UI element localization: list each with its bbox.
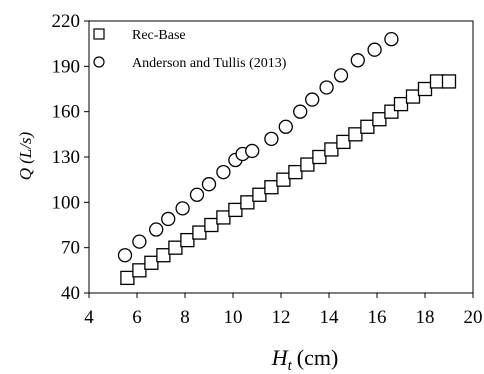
y-tick-label: 100 xyxy=(52,192,81,213)
data-point-circle xyxy=(216,164,231,180)
data-point-circle xyxy=(132,234,147,249)
x-axis: 4 6 8 10 12 14 16 18 20 xyxy=(84,293,483,328)
data-point-square xyxy=(120,270,135,286)
x-axis-title-subscript: t xyxy=(288,358,293,374)
data-point-square xyxy=(240,195,255,210)
y-axis-title-unit: (L/s) xyxy=(16,131,35,163)
y-axis-title-symbol: Q xyxy=(16,168,35,180)
data-point-square xyxy=(144,255,159,270)
data-point-circle xyxy=(293,104,308,119)
legend-label: Rec-Base xyxy=(132,28,186,43)
x-tick-label: 8 xyxy=(180,307,190,328)
data-point-square xyxy=(192,225,207,240)
data-point-circle xyxy=(161,211,176,227)
x-axis-title-symbol: H xyxy=(271,345,289,370)
data-point-square xyxy=(168,240,183,255)
y-tick-label: 40 xyxy=(61,283,80,304)
legend-marker-circle xyxy=(93,56,105,68)
data-point-circle xyxy=(319,80,334,95)
x-tick-label: 4 xyxy=(84,307,94,328)
x-tick-label: 6 xyxy=(132,307,142,328)
series-layer xyxy=(117,31,457,286)
legend-label: Anderson and Tullis (2013) xyxy=(132,56,287,71)
y-tick-label: 160 xyxy=(52,102,81,123)
series-2 xyxy=(117,31,399,263)
data-point-circle xyxy=(367,42,382,57)
data-point-square xyxy=(156,248,171,263)
data-point-square xyxy=(348,127,363,142)
data-point-circle xyxy=(189,187,205,202)
data-point-square xyxy=(300,157,315,172)
data-point-square xyxy=(132,263,147,278)
data-point-square xyxy=(372,112,387,127)
data-point-square xyxy=(417,81,433,97)
y-tick-label: 190 xyxy=(52,56,81,77)
data-point-circle xyxy=(384,31,399,47)
y-axis-title: Q (L/s) xyxy=(16,131,35,180)
legend: Rec-Base Anderson and Tullis (2013) xyxy=(93,28,287,71)
data-point-square xyxy=(204,217,219,233)
data-point-circle xyxy=(245,143,260,159)
data-point-circle xyxy=(333,68,349,83)
x-tick-label: 14 xyxy=(320,307,340,328)
data-point-square xyxy=(252,187,267,202)
y-tick-label: 130 xyxy=(52,147,81,168)
data-point-square xyxy=(441,74,457,89)
y-tick-label: 70 xyxy=(61,238,80,259)
data-point-square xyxy=(264,180,279,195)
data-point-square xyxy=(336,134,351,150)
series-1 xyxy=(120,74,457,286)
x-tick-label: 18 xyxy=(416,307,435,328)
x-axis-title-unit: (cm) xyxy=(297,345,339,370)
data-point-circle xyxy=(278,119,293,134)
x-axis-title: Ht (cm) xyxy=(271,345,339,374)
y-tick-label: 220 xyxy=(52,11,81,32)
x-tick-label: 10 xyxy=(224,307,243,328)
data-point-circle xyxy=(175,201,190,216)
data-point-square xyxy=(360,119,375,134)
legend-marker-square xyxy=(93,28,105,40)
data-point-square xyxy=(276,172,291,187)
x-tick-label: 16 xyxy=(368,307,387,328)
data-point-square xyxy=(216,210,231,225)
data-point-square xyxy=(180,232,195,248)
data-point-circle xyxy=(350,53,365,68)
x-tick-label: 12 xyxy=(272,307,291,328)
x-tick-label: 20 xyxy=(464,307,483,328)
data-point-square xyxy=(312,149,327,165)
data-point-square xyxy=(288,164,303,180)
data-point-circle xyxy=(149,222,164,237)
data-point-circle xyxy=(201,177,217,192)
data-point-circle xyxy=(305,92,320,107)
data-point-square xyxy=(393,96,409,112)
data-point-circle xyxy=(264,131,279,147)
data-point-circle xyxy=(117,248,133,263)
data-point-square xyxy=(429,74,445,89)
data-point-square xyxy=(228,202,243,218)
data-point-square xyxy=(324,142,339,157)
data-point-square xyxy=(405,89,421,104)
y-axis: 40 70 100 130 160 190 220 xyxy=(52,11,89,304)
